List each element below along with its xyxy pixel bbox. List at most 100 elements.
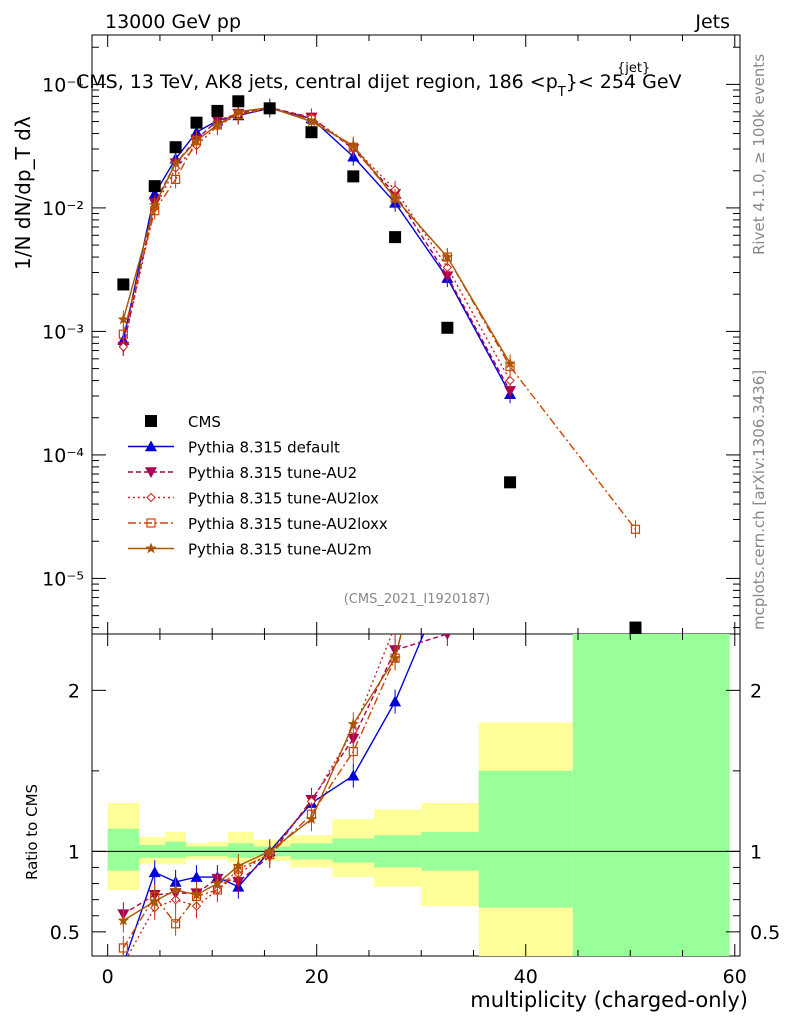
band-inner <box>572 634 730 956</box>
marker-star <box>232 859 244 871</box>
axis-ticks: 0 20 40 60 10⁻⁵ 10⁻⁴ 10⁻³ 10⁻² 10⁻¹ 0.5 0.5 1 1 2 2 <box>42 35 780 988</box>
y-tick-label: 10⁻⁴ <box>42 445 84 467</box>
cms-data-point <box>232 95 245 108</box>
ratio-tick-label-right: 2 <box>750 680 762 702</box>
ratio-line <box>122 634 449 915</box>
cms-data-point <box>629 621 642 634</box>
ratio-uncertainty-bands <box>92 634 740 956</box>
series-line <box>122 106 511 364</box>
marker-diamond <box>119 960 127 968</box>
marker-triangle-down <box>504 122 516 133</box>
y-tick-label: 10⁻⁵ <box>42 568 84 590</box>
cms-data-point <box>190 116 203 129</box>
ratio-line <box>122 634 402 922</box>
marker-star <box>389 192 401 203</box>
legend-label: Pythia 8.315 tune-AU2 <box>188 464 357 482</box>
marker-star <box>211 118 224 130</box>
marker-square-open <box>146 518 156 528</box>
plot-title-main: CMS, 13 TeV, AK8 jets, central dijet reg… <box>76 71 558 93</box>
marker-star <box>264 845 276 857</box>
cms-data-point <box>504 476 517 489</box>
analysis-id: (CMS_2021_I1920187) <box>344 592 491 607</box>
cms-data-point <box>305 126 318 139</box>
band-inner <box>227 843 254 858</box>
marker-star <box>211 877 224 889</box>
x-tick-label: 60 <box>723 966 747 988</box>
marker-diamond <box>391 622 399 630</box>
y-axis-label-main: 1/N dN/dp_T dλ <box>11 116 35 270</box>
plot-title-end: }< 254 GeV <box>566 71 682 93</box>
marker-star <box>347 718 359 729</box>
rivet-label: Rivet 4.1.0, ≥ 100k events <box>750 54 768 255</box>
band-inner <box>107 828 140 871</box>
category-label: Jets <box>694 11 730 33</box>
marker-star <box>190 134 203 146</box>
ratio-tick-label: 2 <box>68 680 80 702</box>
x-tick-label: 20 <box>305 966 329 988</box>
cms-data-point <box>389 231 402 244</box>
marker-square-open <box>630 524 641 534</box>
marker-triangle-down <box>444 634 451 640</box>
marker-star <box>504 357 516 369</box>
plot-title-sup: {jet} <box>617 61 650 76</box>
x-tick-label: 40 <box>514 966 538 988</box>
ratio-line <box>127 634 393 956</box>
marker-triangle-down <box>504 386 517 397</box>
marker-star <box>305 813 318 824</box>
marker-triangle-up <box>389 695 402 707</box>
marker-star <box>441 251 454 262</box>
marker-star <box>169 157 182 169</box>
marker-square-open <box>443 445 451 453</box>
cms-data-point <box>148 180 161 193</box>
marker-diamond <box>146 492 156 503</box>
marker-triangle-up <box>347 769 360 781</box>
cms-data-point <box>263 102 276 115</box>
marker-diamond <box>443 525 451 533</box>
marker-triangle-up <box>504 201 516 212</box>
marker-star <box>117 914 130 926</box>
plot-title: CMS, 13 TeV, AK8 jets, central dijet reg… <box>76 71 682 100</box>
legend: CMS Pythia 8.315 default Pythia 8.315 tune… <box>128 413 388 559</box>
marker-star <box>149 895 161 907</box>
marker-square-open <box>348 746 358 757</box>
marker-triangle-down <box>145 467 157 478</box>
marker-triangle-up <box>190 871 203 882</box>
band-inner <box>332 838 375 863</box>
marker-star <box>347 139 359 151</box>
cms-data-point <box>347 170 360 183</box>
marker-star <box>145 542 157 554</box>
marker-star <box>232 105 244 117</box>
ratio-tick-label-right: 0.5 <box>750 922 780 944</box>
marker-diamond <box>442 262 453 273</box>
marker-diamond <box>505 375 515 386</box>
marker-triangle-up <box>117 958 129 969</box>
marker-square-open <box>631 42 639 50</box>
marker-square-open <box>118 943 128 953</box>
ratio-panel-frame <box>91 633 741 957</box>
ratio-tick-label-right: 1 <box>750 841 762 863</box>
main-series-layer <box>117 95 642 634</box>
y-tick-label: 10⁻² <box>42 198 84 220</box>
marker-triangle-up <box>148 866 161 878</box>
mcplots-label: mcplots.cern.ch [arXiv:1306.3436] <box>750 370 768 630</box>
y-tick-label: 10⁻¹ <box>42 74 84 96</box>
marker-triangle-down <box>441 271 454 283</box>
marker-star <box>169 884 182 895</box>
marker-star <box>117 313 130 325</box>
marker-triangle-up <box>145 440 157 452</box>
marker-diamond <box>118 342 129 352</box>
band-inner <box>165 841 187 858</box>
cms-data-point <box>441 321 454 334</box>
marker-star <box>149 199 161 211</box>
ratio-tick-label: 1 <box>68 841 80 863</box>
cms-data-point <box>211 104 224 117</box>
cms-data-point <box>117 278 130 291</box>
legend-label: Pythia 8.315 tune-AU2m <box>188 541 372 559</box>
plot-title-sub: T <box>557 85 566 100</box>
marker-star <box>442 443 454 454</box>
marker-square-open <box>118 329 128 339</box>
marker-square-open <box>171 919 181 929</box>
energy-label: 13000 GeV pp <box>105 11 241 33</box>
y-axis-label-ratio: Ratio to CMS <box>23 784 41 880</box>
